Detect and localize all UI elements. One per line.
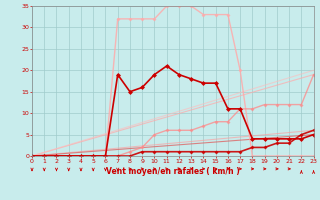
X-axis label: Vent moyen/en rafales ( km/h ): Vent moyen/en rafales ( km/h )	[106, 167, 240, 176]
